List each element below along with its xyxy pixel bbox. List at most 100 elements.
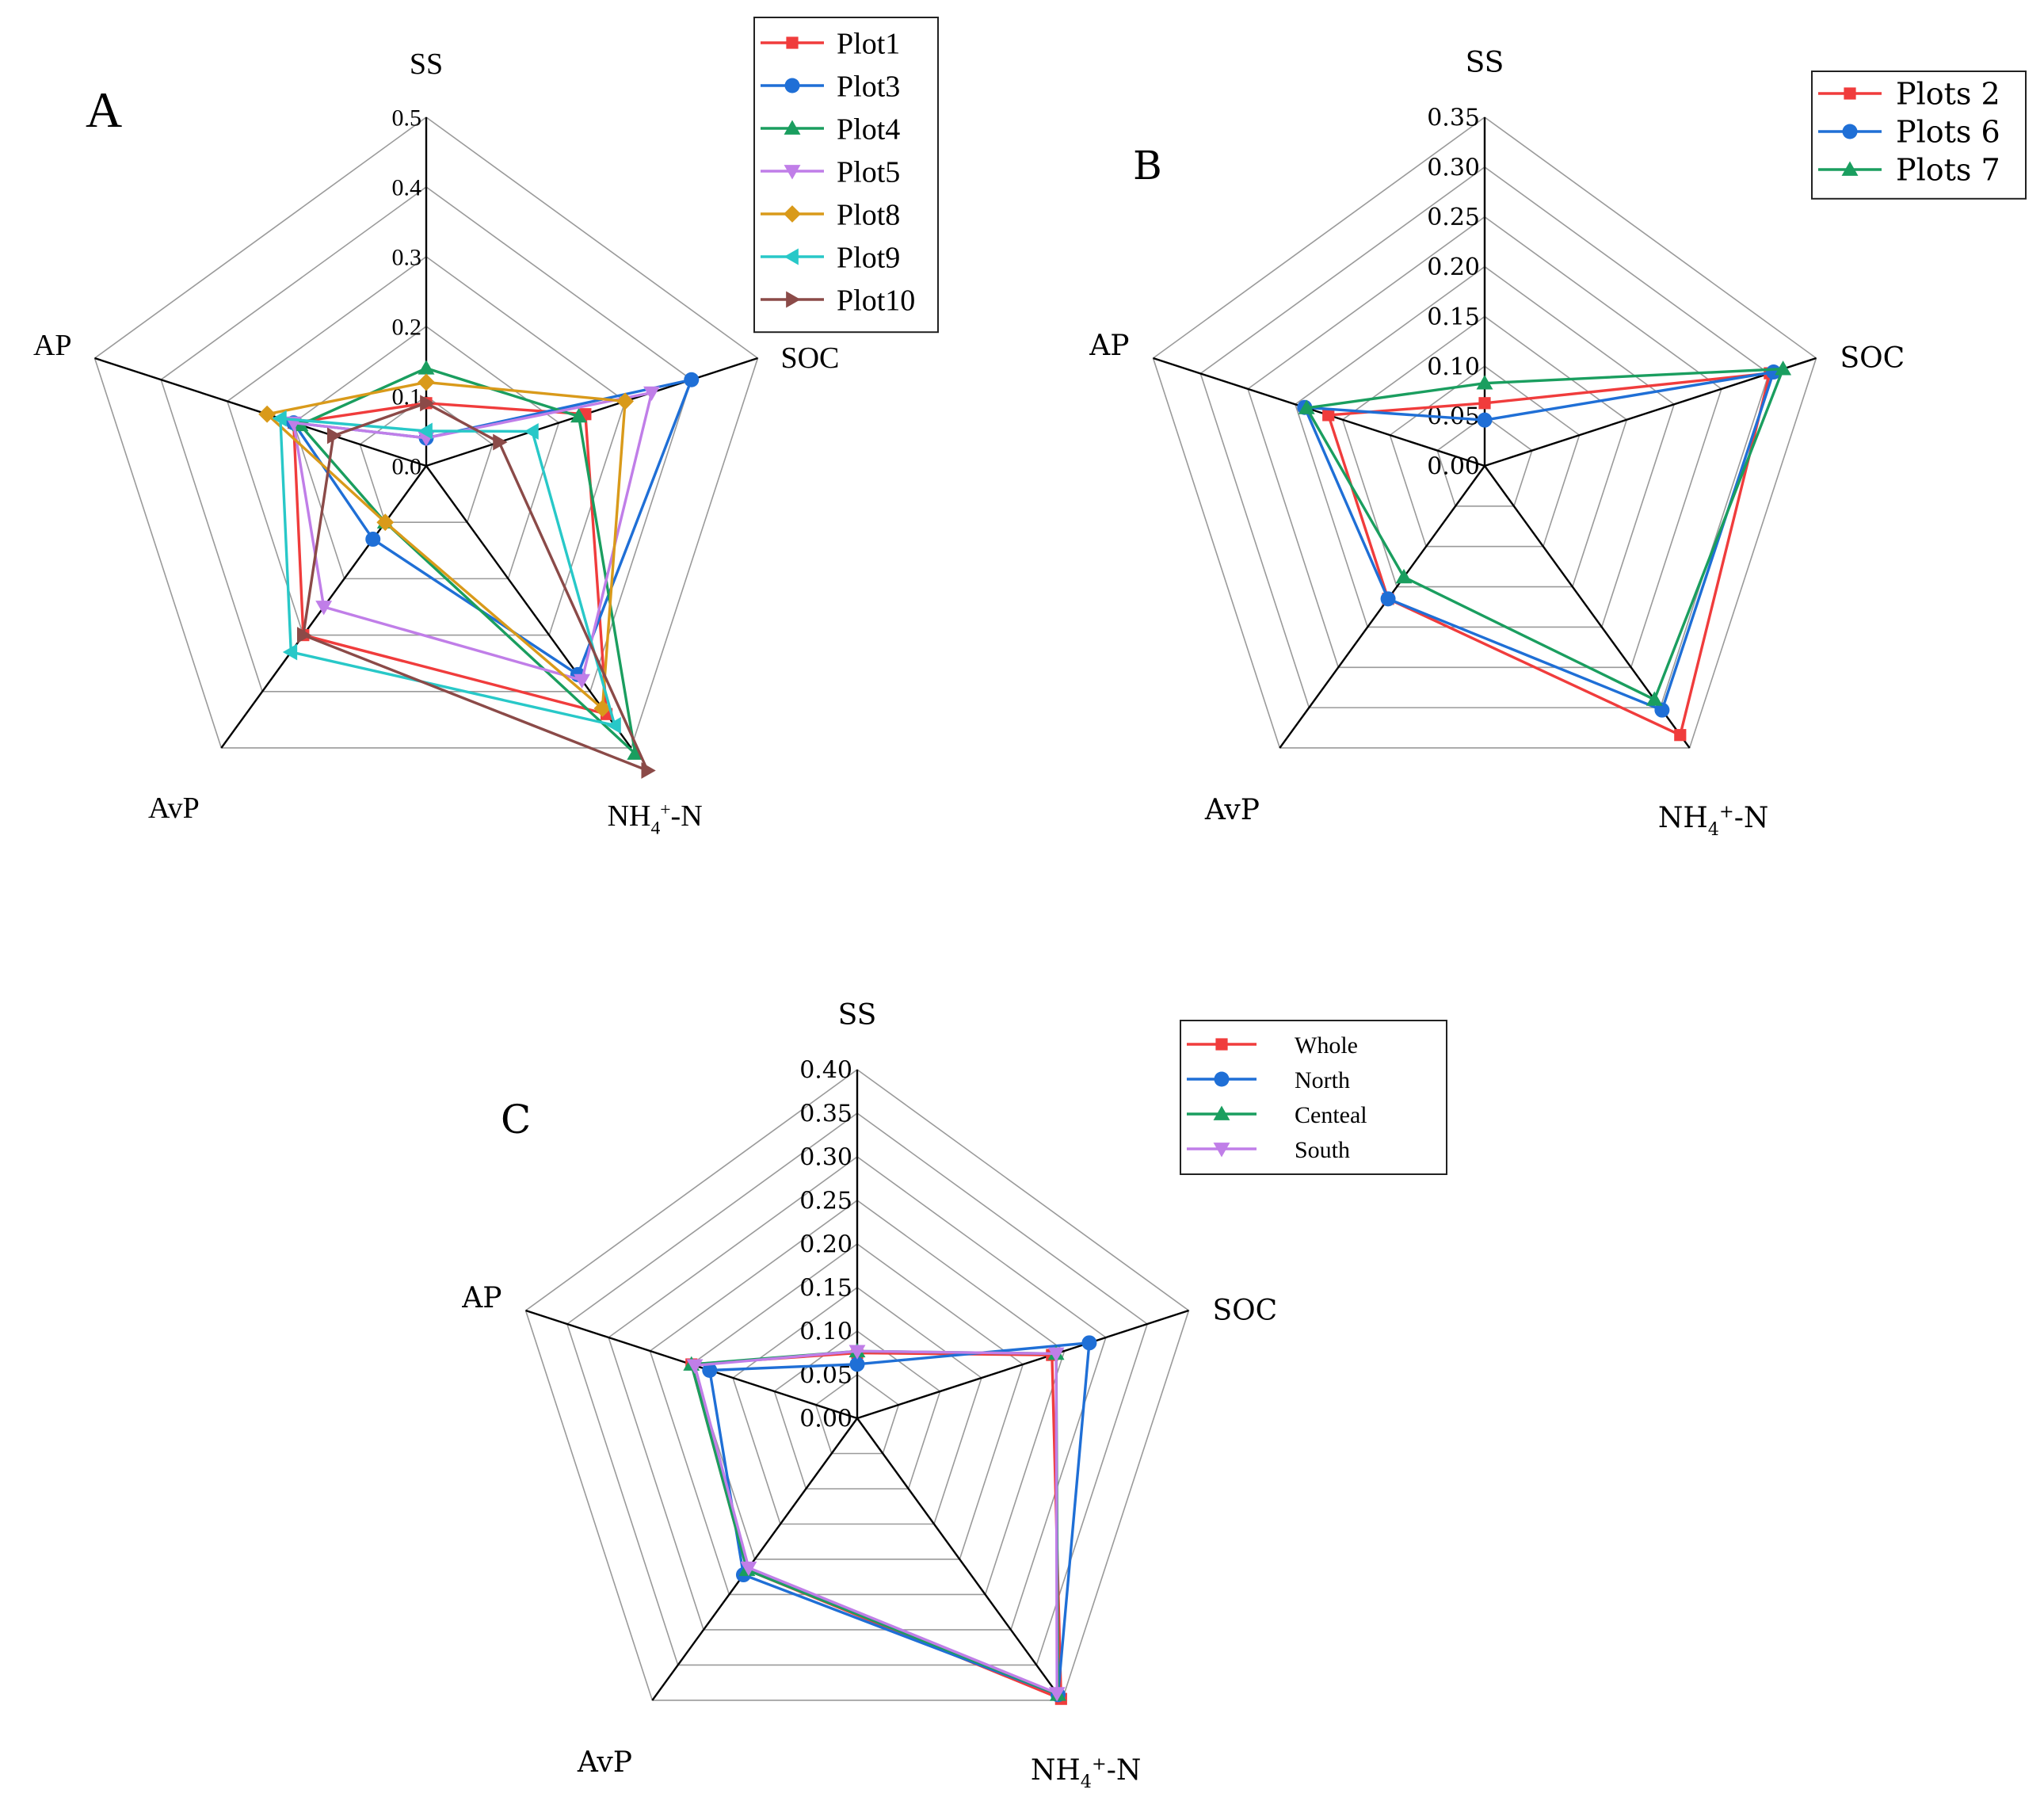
radar-panel-b: 0.000.050.100.150.200.250.300.35SSSOCNH4…: [1089, 47, 2027, 840]
grid-ring: [93, 116, 759, 749]
axis-nh4-n-label: NH4+-N: [1658, 802, 1768, 840]
axis-soc-label: SOC: [780, 341, 839, 375]
legend-item: Plot4: [761, 113, 900, 147]
axis-nh4-n-label: NH4+-N: [1031, 1754, 1141, 1792]
grid-ring: [292, 326, 560, 580]
grid-ring: [1389, 365, 1581, 547]
radar-panel-c: 0.000.050.100.150.200.250.300.350.40 SS SO…: [461, 999, 1447, 1792]
legend-item: Plots 7: [1818, 153, 2000, 188]
legend-item: Plot1: [761, 28, 900, 61]
axis-ap-line: [94, 357, 427, 467]
legend-label: Plot3: [837, 71, 900, 104]
tick-label: 0.20: [1427, 254, 1480, 281]
grid: [524, 1069, 1190, 1701]
data-point: [570, 408, 587, 423]
tick-label: 0.40: [799, 1057, 852, 1085]
axis-soc-label: SOC: [1212, 1295, 1277, 1327]
tick-label: 0.5: [392, 105, 422, 132]
data-point: [315, 601, 333, 616]
legend-item: Plot9: [761, 242, 900, 275]
tick-label: 0.10: [799, 1318, 852, 1346]
panel-label: B: [1133, 143, 1162, 189]
tick-label: 0.00: [1427, 453, 1480, 481]
grid-ring: [732, 1287, 982, 1525]
data-point: [1477, 412, 1493, 428]
series-whole: [685, 1346, 1067, 1705]
legend-marker: [786, 36, 799, 49]
series-line: [292, 402, 608, 715]
data-point: [272, 410, 287, 427]
legend-marker: [1214, 1071, 1230, 1087]
data-point: [1047, 1347, 1065, 1362]
legend-marker: [784, 78, 800, 93]
series-south: [686, 1345, 1066, 1702]
tick-label: 0.4: [392, 175, 422, 201]
legend-label: Plot10: [837, 284, 915, 318]
series-line: [690, 1351, 1063, 1700]
grid-ring: [773, 1330, 941, 1490]
legend-label: Plot1: [837, 28, 900, 61]
data-point: [1395, 568, 1413, 584]
panel-label: A: [86, 82, 122, 138]
axis-nh4-n-line: [425, 465, 632, 749]
data-point: [849, 1356, 865, 1372]
data-point: [1654, 702, 1670, 718]
legend-label: Whole: [1295, 1032, 1358, 1059]
axis-avp-label: AvP: [1204, 794, 1260, 826]
series-line: [693, 1349, 1058, 1695]
data-point: [524, 423, 539, 440]
axis-avp-label: AvP: [577, 1746, 632, 1779]
data-point: [420, 395, 435, 412]
series-line: [708, 1341, 1091, 1696]
data-point: [493, 433, 508, 451]
tick-labels: 0.000.050.100.150.200.250.300.350.40: [799, 1057, 852, 1433]
series-line: [1327, 372, 1771, 737]
data-point: [376, 513, 395, 532]
series-line: [265, 380, 627, 710]
tick-label: 0.35: [1427, 105, 1480, 132]
grid-ring: [1199, 166, 1770, 708]
data-point: [282, 643, 298, 661]
grid: [1152, 116, 1817, 749]
legend-item: Plot3: [761, 71, 900, 104]
axis-soc-label: SOC: [1840, 342, 1905, 375]
tick-label: 0.3: [392, 245, 422, 271]
data-point: [1775, 361, 1792, 376]
tick-label: 0.30: [799, 1144, 852, 1172]
series-north: [702, 1335, 1097, 1703]
legend-marker: [1844, 87, 1856, 100]
axis-avp-line: [1279, 465, 1485, 749]
legend-label: Plot5: [837, 156, 900, 189]
data-point: [418, 422, 433, 440]
series-plot1: [288, 397, 613, 720]
data-point: [1380, 591, 1396, 607]
data-point: [1081, 1335, 1097, 1351]
legend-marker: [786, 291, 801, 308]
axis-ss-label: SS: [838, 999, 877, 1032]
grid-ring: [1247, 216, 1722, 669]
tick-label: 0.2: [392, 315, 422, 341]
data-point: [1478, 397, 1491, 410]
legend-label: Plots 2: [1896, 77, 2000, 112]
tick-label: 0.20: [799, 1231, 852, 1259]
data-point: [418, 360, 435, 375]
data-point: [593, 700, 612, 718]
legend-box: [753, 17, 939, 334]
data-point: [641, 761, 656, 779]
grid-ring: [566, 1112, 1149, 1666]
legend-label: Plot9: [837, 242, 900, 275]
legend-marker: [784, 205, 801, 223]
legend-item: Plot8: [761, 199, 900, 232]
axis-ap-label: AP: [33, 329, 72, 362]
data-point: [1298, 399, 1315, 414]
series-plot9: [272, 410, 621, 734]
data-point: [574, 673, 591, 689]
series-plots-7: [1298, 361, 1792, 706]
legend-marker: [1213, 1105, 1230, 1120]
axis-nh4-n-line: [856, 1417, 1063, 1701]
data-point: [258, 405, 276, 423]
series-line: [1303, 370, 1775, 712]
radar-panel-a: 0.00.10.20.30.40.5SSSOCNH4+-NAvPAPAPlot1…: [33, 17, 939, 839]
